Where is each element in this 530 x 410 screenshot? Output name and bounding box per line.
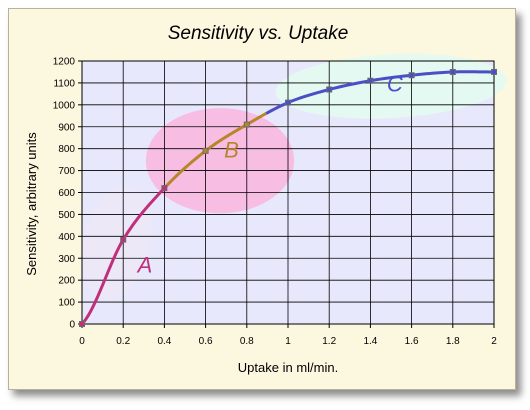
x-tick-label: 1.8: [446, 336, 460, 347]
data-point: [408, 72, 415, 79]
x-tick-label: 1.2: [322, 336, 336, 347]
region-highlight-c: [275, 53, 507, 119]
region-highlights: [82, 53, 507, 299]
y-tick-label: 100: [58, 298, 75, 309]
y-tick-label: 1100: [53, 78, 75, 89]
x-tick-label: 0: [79, 336, 85, 347]
region-label-a: A: [136, 252, 153, 277]
y-tick-label: 1200: [53, 57, 76, 68]
chart-title: Sensitivity vs. Uptake: [168, 23, 349, 44]
y-tick-label: 0: [69, 320, 75, 331]
data-point: [367, 77, 374, 84]
x-tick-label: 0.4: [157, 336, 171, 347]
data-point: [326, 86, 333, 93]
region-label-b: B: [224, 137, 239, 162]
x-tick-labels: 0 0.2 0.4 0.6 0.8 1 1.2 1.4 1.6 1.8 2: [79, 336, 497, 347]
sensitivity-uptake-chart: Sensitivity vs. Uptake 0 100 200 300 400 500 6…: [24, 23, 507, 375]
y-tick-label: 700: [58, 166, 75, 177]
y-tick-label: 900: [58, 122, 75, 133]
data-point: [79, 321, 85, 327]
data-point: [285, 99, 291, 106]
data-point: [491, 68, 497, 75]
region-label-c: C: [387, 72, 403, 97]
y-tick-label: 400: [58, 232, 75, 243]
y-tick-label: 200: [58, 276, 75, 287]
y-tick-label: 300: [58, 254, 75, 265]
data-point: [120, 236, 127, 243]
x-axis-label: Uptake in ml/min.: [238, 360, 338, 375]
data-point: [449, 68, 456, 75]
region-highlight-a: [82, 187, 152, 299]
data-markers: [79, 68, 497, 327]
curve-segment-b: [162, 111, 269, 190]
y-tick-label: 500: [58, 210, 75, 221]
x-tick-label: 2: [491, 336, 497, 347]
x-tick-label: 1.4: [363, 336, 377, 347]
data-point: [161, 185, 168, 192]
y-tick-label: 1000: [53, 100, 76, 111]
curve-segment-c: [265, 70, 496, 115]
x-tick-label: 0.8: [240, 336, 254, 347]
y-tick-labels: 0 100 200 300 400 500 600 700 800 900 1000 1100 1200: [53, 57, 76, 331]
y-tick-label: 800: [58, 144, 75, 155]
y-tick-label: 600: [58, 188, 75, 199]
x-tick-label: 0.6: [199, 336, 213, 347]
data-point: [202, 147, 209, 154]
plot-border: [81, 60, 495, 325]
x-tick-label: 1: [285, 336, 291, 347]
data-point: [243, 121, 250, 128]
region-labels: A B C: [136, 72, 403, 278]
x-tick-label: 1.6: [405, 336, 419, 347]
y-axis-label: Sensitivity, arbitrary units: [24, 132, 39, 276]
x-tick-label: 0.2: [116, 336, 130, 347]
region-highlight-b: [145, 108, 295, 214]
